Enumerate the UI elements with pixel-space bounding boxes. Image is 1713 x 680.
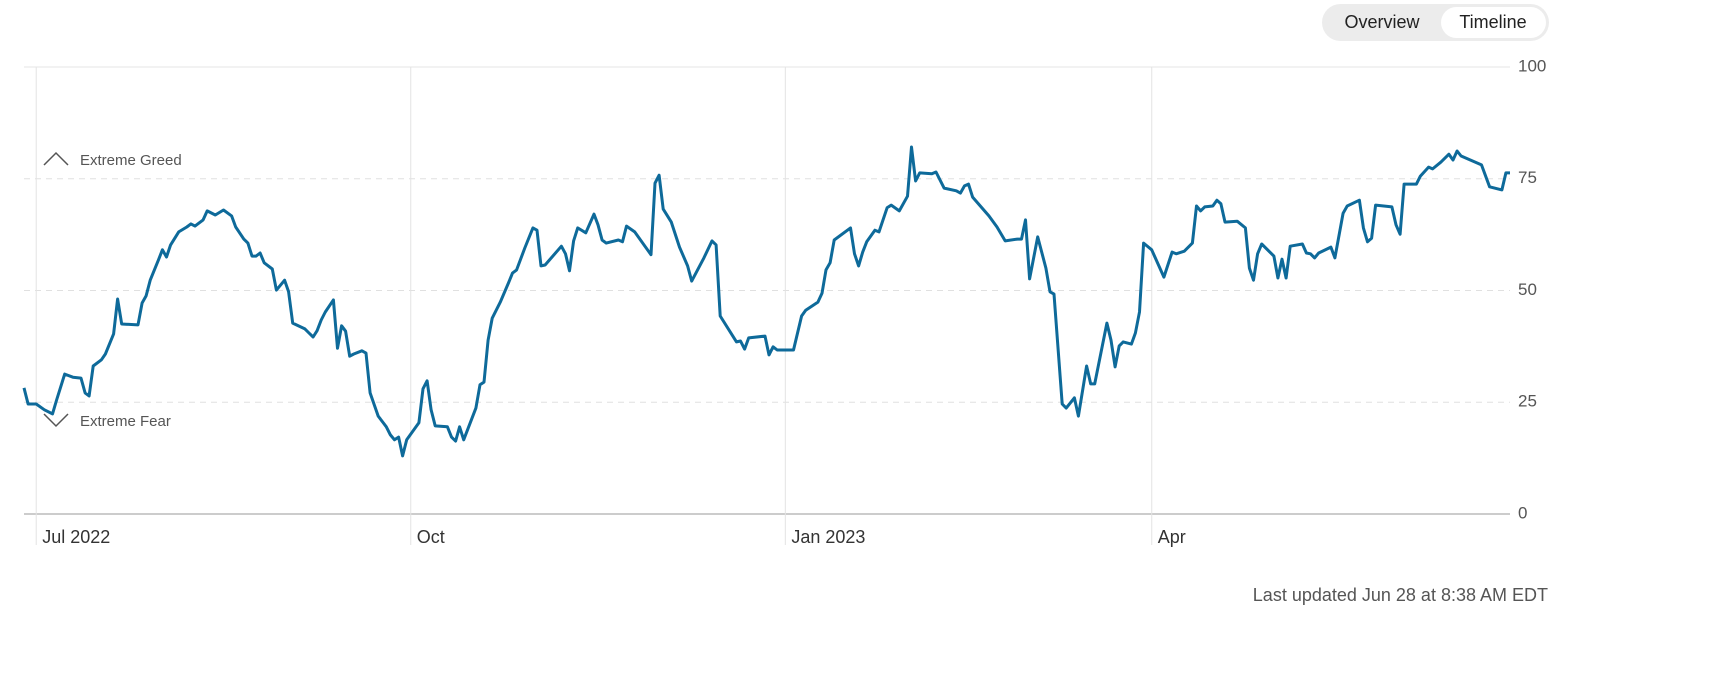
x-tick-label: Apr — [1158, 527, 1186, 547]
tab[interactable]: Timeline — [1459, 12, 1526, 32]
last-updated: Last updated Jun 28 at 8:38 AM EDT — [1253, 585, 1548, 605]
fear-chevron — [43, 413, 69, 428]
x-tick-label: Jul 2022 — [42, 527, 110, 547]
line — [22, 145, 1510, 458]
y-tick-label: 75 — [1518, 168, 1537, 187]
annotation: Extreme Greed — [80, 152, 182, 169]
y-tick-label: 0 — [1518, 503, 1527, 522]
y-tick-label: 25 — [1518, 392, 1537, 411]
active-tab-pill — [1441, 7, 1546, 38]
tab[interactable]: Overview — [1344, 12, 1420, 32]
y-tick-label: 100 — [1518, 56, 1546, 75]
y-tick-label: 50 — [1518, 280, 1537, 299]
x-tick-label: Jan 2023 — [791, 527, 865, 547]
annotation: Extreme Fear — [80, 413, 171, 430]
x-tick-label: Oct — [417, 527, 445, 547]
greed-chevron — [43, 151, 69, 166]
